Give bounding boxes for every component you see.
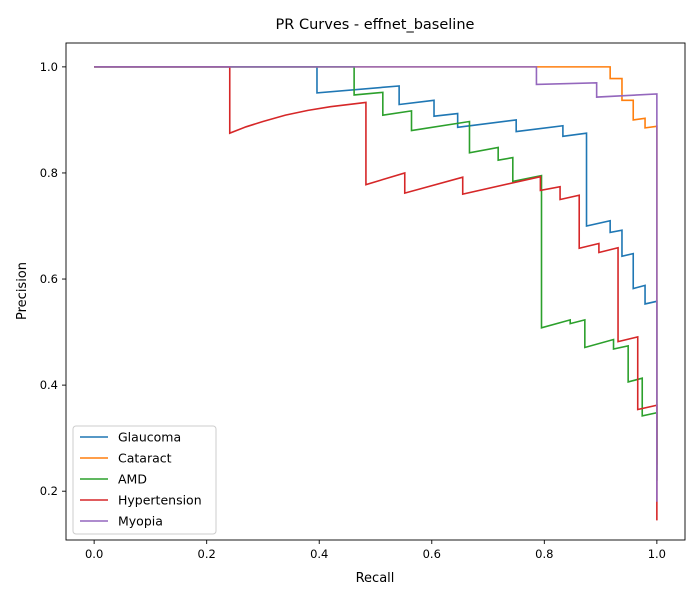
legend-label: Glaucoma: [118, 430, 181, 445]
y-tick-label: 0.6: [40, 272, 58, 286]
plot-frame: [65, 42, 686, 541]
series-line-glaucoma: [94, 66, 658, 470]
x-tick-label: 0.4: [310, 547, 328, 561]
x-tick-label: 0.8: [535, 547, 553, 561]
legend-label: Cataract: [118, 451, 172, 466]
chart-title: PR Curves - effnet_baseline: [276, 17, 475, 33]
series-line-myopia: [94, 66, 658, 502]
y-tick-label: 0.2: [40, 484, 58, 498]
y-tick-label: 0.8: [40, 166, 58, 180]
x-tick-label: 0.6: [423, 547, 441, 561]
y-axis-ticks: 0.2 0.4 0.6 0.8 1.0: [40, 60, 66, 498]
y-axis-label: Precision: [15, 262, 30, 320]
x-tick-label: 0.0: [85, 547, 103, 561]
series-line-hypertension: [94, 66, 658, 521]
legend-label: Myopia: [118, 514, 163, 529]
legend-label: AMD: [118, 472, 147, 487]
x-tick-label: 0.2: [198, 547, 216, 561]
series-line-cataract: [94, 66, 658, 465]
y-tick-label: 1.0: [40, 60, 58, 74]
x-axis-ticks: 0.0 0.2 0.4 0.6 0.8 1.0: [85, 540, 666, 561]
legend-frame: [72, 425, 217, 535]
x-axis-label: Recall: [356, 571, 395, 586]
legend: Glaucoma Cataract AMD Hypertension Myopia: [72, 425, 217, 535]
legend-label: Hypertension: [118, 493, 202, 508]
x-tick-label: 1.0: [648, 547, 666, 561]
y-tick-label: 0.4: [40, 378, 58, 392]
series-lines-layer: [94, 66, 658, 521]
series-line-amd: [94, 66, 658, 481]
